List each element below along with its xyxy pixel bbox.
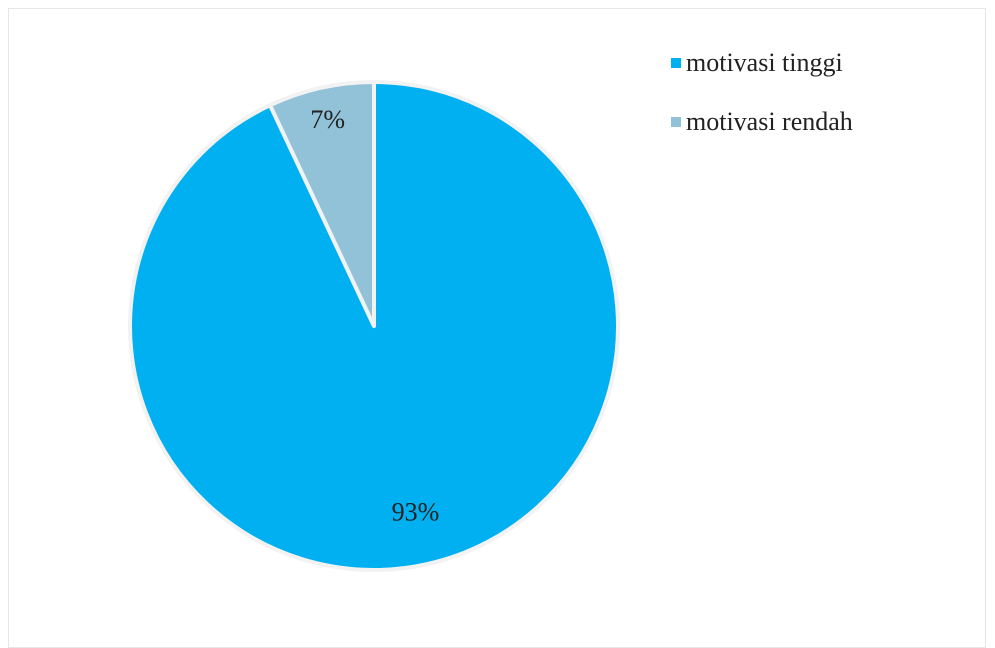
legend-label-motivasi-rendah: motivasi rendah bbox=[686, 107, 853, 136]
legend-label-motivasi-tinggi: motivasi tinggi bbox=[686, 48, 843, 77]
slice-label-motivasi-tinggi: 93% bbox=[392, 498, 440, 527]
pie-labels: 93% 7% bbox=[310, 105, 439, 527]
legend-item-motivasi-rendah: motivasi rendah bbox=[671, 107, 853, 137]
legend-swatch-motivasi-tinggi bbox=[671, 58, 681, 68]
legend-swatch-motivasi-rendah bbox=[671, 117, 681, 127]
pie-slice-motivasi-rendah bbox=[268, 80, 376, 328]
legend: motivasi tinggi motivasi rendah bbox=[671, 48, 853, 166]
pie-chart: 93% 7% bbox=[128, 80, 620, 572]
slice-label-motivasi-rendah: 7% bbox=[310, 105, 345, 134]
pie-slices bbox=[128, 80, 620, 572]
legend-item-motivasi-tinggi: motivasi tinggi bbox=[671, 48, 853, 78]
